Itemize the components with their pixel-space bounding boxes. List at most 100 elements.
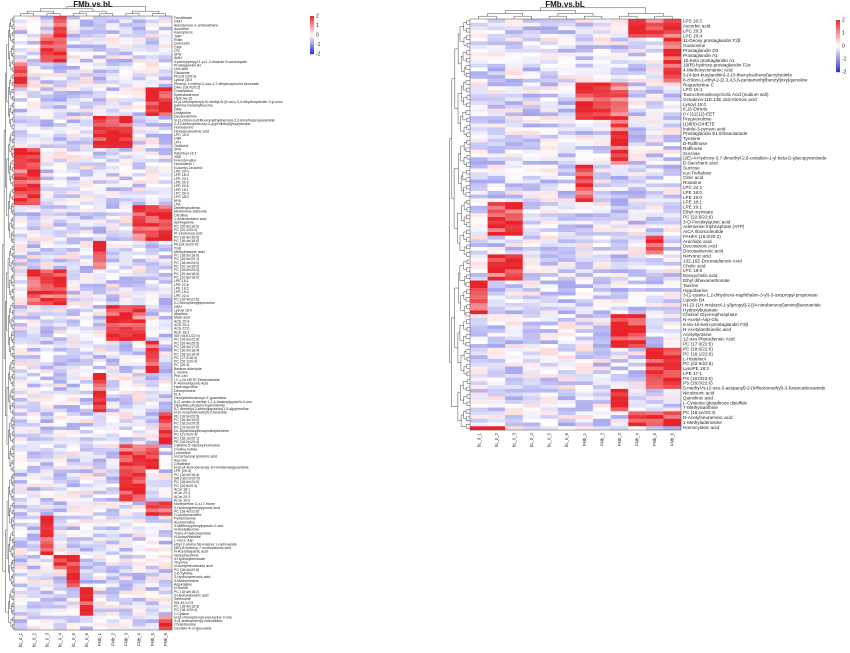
- heatmap-cell: [575, 60, 594, 65]
- heatmap-cell: [53, 26, 67, 31]
- heatmap-cell: [540, 108, 559, 113]
- heatmap-cell: [470, 351, 488, 356]
- heatmap-cell: [14, 612, 28, 616]
- heatmap-cell: [610, 93, 629, 98]
- heatmap-cell: [106, 444, 120, 449]
- heatmap-cell: [119, 87, 133, 92]
- heatmap-cell: [145, 458, 160, 463]
- heatmap-cell: [27, 162, 41, 167]
- heatmap-cell: [66, 16, 81, 20]
- heatmap-cell: [93, 447, 107, 452]
- heatmap-cell: [645, 183, 664, 188]
- heatmap-cell: [14, 590, 28, 595]
- legend-swatch: [836, 69, 840, 73]
- column-dendrogram-branch: [478, 15, 497, 19]
- heatmap-cell: [53, 55, 67, 60]
- heatmap-cell: [40, 115, 54, 120]
- heatmap-cell: [27, 148, 41, 152]
- heatmap-cell: [119, 455, 133, 459]
- heatmap-cell: [540, 426, 559, 431]
- heatmap-cell: [505, 67, 523, 72]
- heatmap-cell: [663, 239, 682, 244]
- heatmap-cell: [132, 315, 146, 320]
- row-dendrogram-branch: [12, 545, 14, 550]
- heatmap-cell: [27, 412, 41, 417]
- heatmap-cell: [610, 101, 629, 106]
- heatmap-cell: [93, 480, 107, 484]
- heatmap-cell: [27, 587, 41, 591]
- heatmap-cell: [132, 622, 146, 627]
- heatmap-cell: [540, 388, 559, 393]
- heatmap-cell: [53, 40, 67, 45]
- heatmap-cell: [145, 155, 160, 159]
- heatmap-cell: [487, 284, 506, 289]
- heatmap-cell: [53, 112, 67, 117]
- heatmap-cell: [145, 237, 160, 242]
- row-dendrogram-branch: [466, 58, 470, 63]
- row-label: Dimethylsulfonio: [174, 206, 200, 210]
- row-dendrogram-branch: [462, 52, 467, 61]
- heatmap-cell: [158, 597, 173, 602]
- column-label: FMb_4: [635, 432, 640, 446]
- row-label: Hexadecanedioic acid: [174, 129, 209, 133]
- legend-tick-label: -1: [842, 57, 847, 63]
- heatmap-cell: [93, 55, 107, 60]
- heatmap-cell: [53, 251, 67, 256]
- heatmap-cell: [40, 426, 54, 431]
- heatmap-cell: [540, 205, 559, 210]
- heatmap-cell: [593, 359, 611, 363]
- heatmap-cell: [575, 407, 594, 412]
- heatmap-cell: [53, 440, 67, 445]
- heatmap-cell: [158, 44, 173, 49]
- heatmap-cell: [575, 131, 594, 136]
- heatmap-cell: [132, 212, 146, 217]
- heatmap-cell: [645, 310, 664, 315]
- heatmap-cell: [505, 299, 523, 304]
- row-dendrogram-branch: [465, 72, 470, 78]
- heatmap-cell: [106, 387, 120, 392]
- heatmap-cell: [27, 415, 41, 420]
- heatmap-cell: [145, 301, 160, 306]
- column-label: bL_0_2: [494, 432, 499, 447]
- heatmap-cell: [522, 56, 541, 61]
- heatmap-cell: [487, 336, 506, 341]
- heatmap-cell: [27, 201, 41, 206]
- heatmap-cell: [79, 583, 94, 588]
- heatmap-cell: [40, 105, 54, 110]
- row-dendrogram-branch: [463, 67, 467, 76]
- row-dendrogram-branch: [12, 624, 14, 629]
- heatmap-cell: [119, 37, 133, 42]
- row-dendrogram-branch: [465, 409, 470, 414]
- heatmap-cell: [53, 490, 67, 495]
- heatmap-cell: [119, 280, 133, 284]
- heatmap-cell: [628, 418, 647, 423]
- heatmap-cell: [66, 372, 81, 377]
- heatmap-cell: [628, 30, 647, 35]
- heatmap-cell: [106, 105, 120, 110]
- heatmap-cell: [93, 522, 107, 527]
- heatmap-cell: [93, 248, 107, 252]
- heatmap-cell: [14, 173, 28, 177]
- row-label: Sphinganine: [174, 221, 194, 225]
- heatmap-cell: [27, 33, 41, 38]
- legend-swatch: [836, 61, 840, 65]
- heatmap-cell: [119, 273, 133, 277]
- heatmap-cell: [593, 321, 611, 326]
- heatmap-cell: [132, 476, 146, 481]
- heatmap-cell: [53, 587, 67, 591]
- heatmap-cell: [145, 144, 160, 149]
- heatmap-cell: [145, 280, 160, 284]
- row-dendrogram-branch: [11, 231, 14, 236]
- heatmap-cell: [106, 337, 120, 342]
- heatmap-cell: [645, 202, 664, 207]
- heatmap-cell: [53, 551, 67, 556]
- heatmap-cell: [575, 78, 594, 83]
- heatmap-cell: [145, 208, 160, 213]
- heatmap-cell: [663, 86, 682, 91]
- row-label: Cholestanol: [174, 89, 193, 93]
- heatmap-cell: [40, 555, 54, 559]
- heatmap-cell: [27, 176, 41, 181]
- heatmap-cell: [40, 48, 54, 52]
- heatmap-cell: [106, 130, 120, 135]
- heatmap-cell: [93, 537, 107, 541]
